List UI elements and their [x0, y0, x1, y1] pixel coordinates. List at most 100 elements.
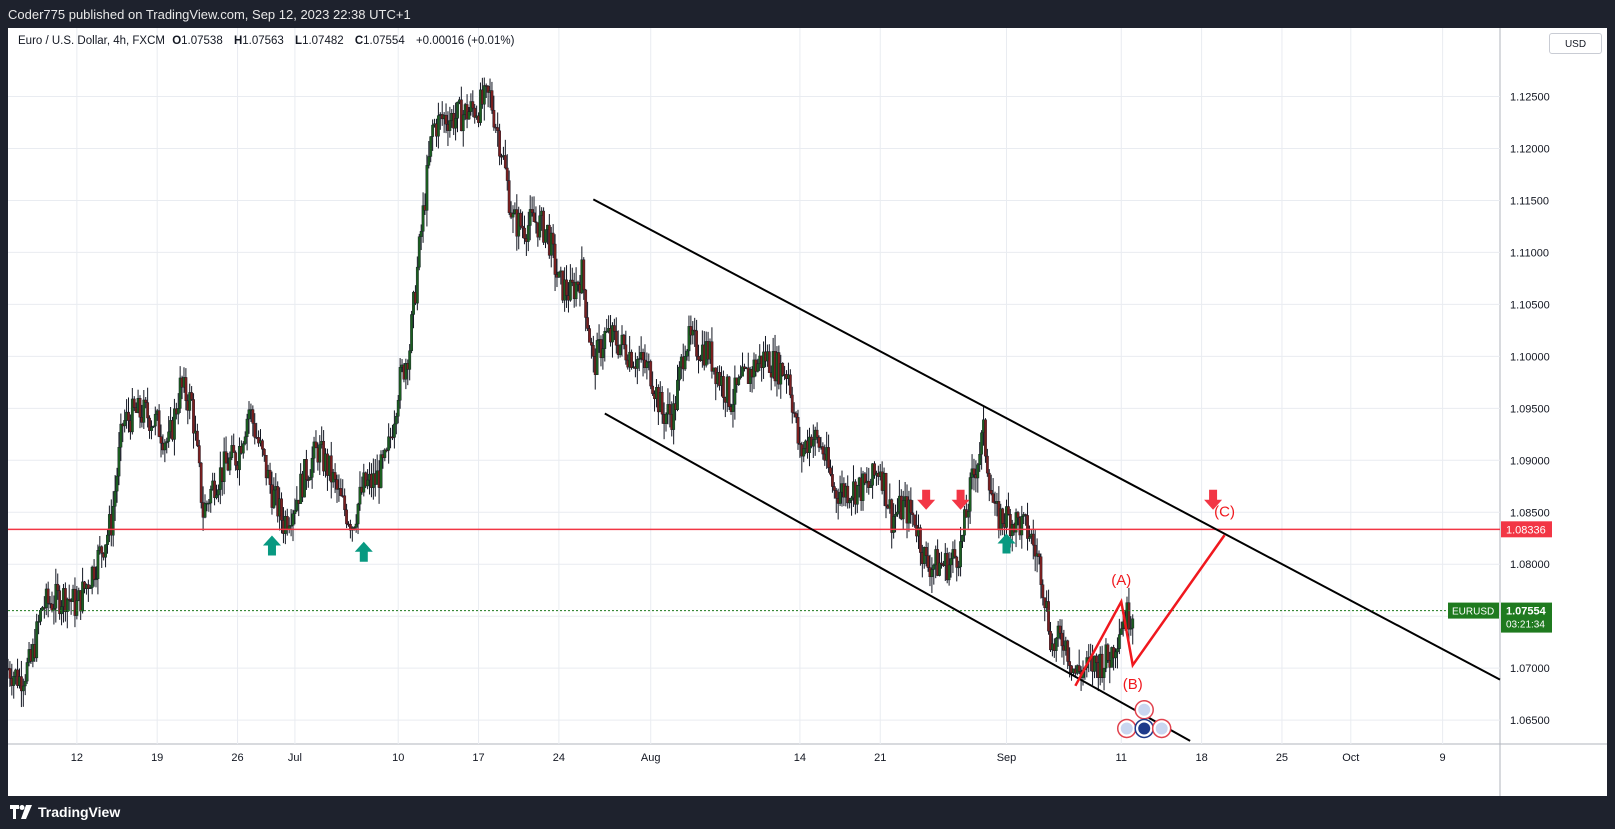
candle-body: [624, 344, 628, 361]
last-price-label: 1.07554: [1506, 606, 1547, 618]
candle-body: [482, 85, 486, 105]
x-tick-label: Oct: [1342, 752, 1359, 764]
y-tick-label: 1.11000: [1510, 247, 1549, 259]
candle-body: [622, 334, 626, 345]
candle-body: [940, 562, 943, 565]
candle-body: [521, 225, 524, 229]
symbol-badge: [1448, 602, 1499, 619]
candle-body: [668, 404, 672, 415]
candle-body: [291, 513, 295, 526]
y-tick-label: 1.11500: [1510, 195, 1549, 207]
candle-body: [127, 411, 130, 421]
legend-low-value: 1.07482: [302, 35, 344, 47]
candle-body: [953, 549, 957, 558]
candle-body: [86, 584, 90, 589]
candle-body: [486, 85, 490, 93]
candle-body: [890, 499, 894, 533]
candle-body: [312, 441, 316, 459]
candle-body: [473, 107, 477, 118]
candle-body: [203, 503, 207, 518]
candle-body: [961, 534, 964, 542]
candle-body: [829, 467, 832, 475]
candle-body: [234, 452, 238, 466]
candle-body: [54, 583, 58, 609]
candle-body: [247, 409, 251, 420]
arrow-up-icon: [354, 541, 373, 562]
candle-body: [913, 514, 917, 526]
candle-body: [595, 340, 599, 375]
candle-body: [570, 279, 574, 283]
candle-body: [528, 209, 532, 226]
candle-body: [1049, 630, 1052, 651]
candle-body: [387, 436, 391, 451]
candle-body: [448, 120, 452, 131]
candle-body: [293, 510, 297, 514]
channel-upper-line: [592, 198, 1501, 681]
candle-body: [796, 417, 800, 444]
candle-body: [672, 403, 676, 430]
candle-body: [767, 351, 771, 373]
last-price-badge: [1501, 602, 1552, 633]
candle-body: [25, 662, 29, 682]
candle-body: [81, 581, 85, 612]
candle-body: [641, 352, 645, 361]
candle-body: [280, 498, 283, 521]
candle-body: [142, 399, 146, 423]
candle-body: [591, 345, 595, 357]
price-chart[interactable]: 1.12500 1.12000 1.11500 1.11000 1.10500 1.100…: [8, 28, 1607, 796]
candle-body: [104, 544, 107, 558]
x-tick-label: Sep: [997, 752, 1017, 764]
candle-body: [1094, 655, 1098, 663]
candle-body: [576, 281, 580, 285]
legend-symbol[interactable]: Euro / U.S. Dollar, 4h, FXCM: [18, 35, 165, 47]
candle-body: [1039, 556, 1043, 585]
candle-body: [802, 448, 806, 457]
candle-body: [272, 489, 276, 508]
candle-body: [471, 101, 475, 109]
candle-body: [209, 488, 213, 504]
candle-body: [383, 449, 387, 458]
symbol-badge-label: EURUSD: [1452, 607, 1494, 618]
candle-body: [217, 489, 220, 496]
currency-button[interactable]: USD: [1549, 33, 1602, 54]
candle-body: [419, 231, 423, 237]
candle-body: [444, 114, 448, 125]
candle-body: [892, 516, 896, 533]
candle-body: [737, 377, 741, 385]
chart-legend: Euro / U.S. Dollar, 4h, FXCM O1.07538 H1…: [18, 35, 518, 47]
candle-body: [532, 212, 536, 223]
y-tick-label: 1.09500: [1510, 403, 1550, 415]
candle-body: [697, 356, 700, 361]
candle-body: [584, 289, 588, 318]
candle-body: [955, 556, 959, 568]
candle-body: [151, 425, 155, 428]
tradingview-logo[interactable]: TradingView: [10, 804, 120, 820]
candle-body: [557, 271, 561, 278]
publisher-text: Coder775 published on TradingView.com, S…: [8, 7, 411, 22]
candle-body: [92, 566, 96, 581]
candle-body: [727, 376, 731, 407]
candle-body: [427, 156, 431, 166]
arrow-down-icon: [917, 489, 936, 510]
candle-body: [1068, 661, 1072, 666]
candle-body: [649, 361, 653, 387]
candle-body: [790, 394, 794, 413]
candle-body: [980, 432, 984, 455]
candle-body: [52, 608, 56, 611]
candle-body: [232, 445, 236, 453]
legend-close-value: 1.07554: [363, 35, 405, 47]
candle-body: [542, 210, 545, 243]
candle-body: [425, 165, 429, 211]
candle-body: [165, 441, 169, 444]
x-tick-label: Jul: [288, 752, 302, 764]
candle-body: [932, 564, 936, 570]
candle-body: [588, 328, 591, 343]
candle-body: [582, 259, 586, 291]
candle-body: [884, 473, 888, 507]
candle-body: [100, 546, 104, 554]
candle-body: [1102, 667, 1106, 678]
candle-body: [113, 490, 117, 507]
candle-body: [687, 326, 691, 352]
candle-body: [358, 486, 362, 505]
candle-body: [519, 212, 523, 227]
